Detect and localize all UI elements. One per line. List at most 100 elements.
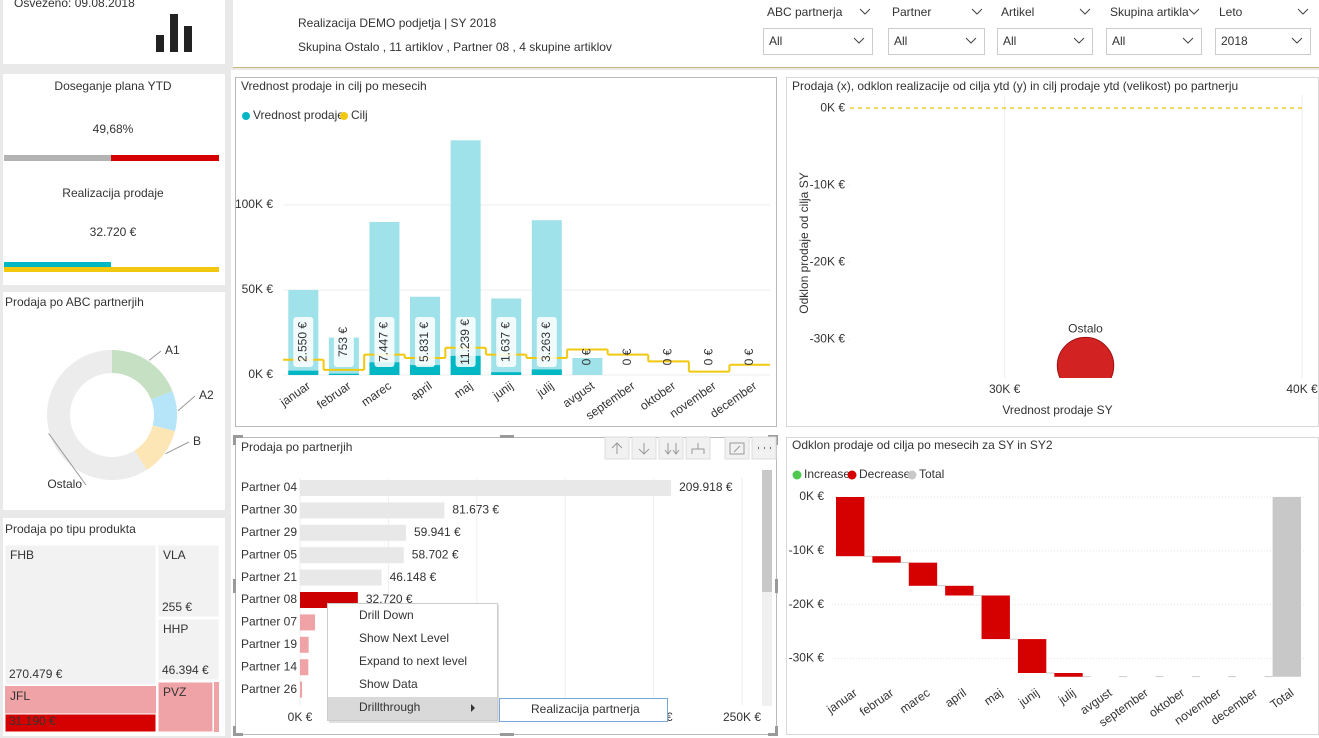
y-tick-label: 0K € [799, 489, 824, 503]
y-tick-label: Partner 21 [241, 570, 297, 584]
bar-highlight [531, 369, 562, 375]
data-label-box [455, 317, 476, 367]
slicer-dropdown[interactable] [997, 28, 1093, 55]
y-axis-title: Odklon prodaje od cilja SY [797, 172, 811, 313]
chart-title: Odklon prodaje od cilja po mesecih za SY… [792, 438, 1053, 452]
legend-marker [340, 112, 348, 120]
slicer-label: Leto [1219, 5, 1243, 19]
scrollbar-thumb[interactable] [762, 470, 772, 592]
chevron [1291, 37, 1303, 44]
waterfall-bar [836, 496, 865, 557]
slicer-label: Partner [892, 5, 931, 19]
bar[interactable] [300, 524, 406, 541]
chart-title: Prodaja po partnerjih [241, 440, 352, 454]
submenu-arrow [471, 704, 475, 712]
slicer-dropdown[interactable] [888, 28, 985, 55]
menu-item[interactable]: Expand to next level [359, 654, 467, 668]
y-tick-label: 100K € [235, 197, 273, 211]
bar-highlight [410, 365, 441, 375]
kpi-bar [111, 155, 219, 161]
leader-line [148, 350, 162, 361]
treemap-tile [5, 686, 156, 714]
legend-label: Increase [804, 467, 850, 481]
chevron [1073, 37, 1085, 44]
slicer-value: 2018 [1221, 34, 1248, 48]
slicer-dropdown[interactable] [1215, 28, 1311, 55]
kpi-card [3, 74, 225, 285]
treemap-tile [157, 681, 214, 733]
legend-label: Vrednost prodaje [253, 108, 344, 122]
slicer-dropdown[interactable] [1106, 28, 1202, 55]
donut-slice [112, 350, 173, 400]
y-tick-label: -10K € [810, 177, 846, 191]
y-tick-label: -20K € [789, 597, 825, 611]
menu-item[interactable]: Drillthrough [359, 700, 420, 714]
bar[interactable] [300, 614, 316, 631]
bar[interactable] [300, 480, 672, 496]
donut-slice [151, 391, 178, 432]
chevron [1297, 8, 1309, 15]
submenu-item[interactable]: Realizacija partnerja [531, 702, 640, 716]
slicer-dropdown[interactable] [763, 28, 873, 55]
menu-item[interactable]: Drill Down [359, 608, 414, 622]
icon [729, 442, 745, 455]
donut-slice [46, 350, 147, 480]
data-label: 32.720 € [366, 592, 413, 606]
leader-line [177, 395, 196, 412]
y-tick-label: Partner 08 [241, 592, 297, 606]
legend-marker [792, 470, 802, 480]
chart-title: Prodaja po ABC partnerjih [5, 295, 144, 309]
tile-label: FHB [10, 548, 34, 562]
y-tick-label: Partner 26 [241, 682, 297, 696]
data-label-box [496, 317, 517, 367]
x-tick-label: 40K € [1286, 382, 1318, 396]
waterfall-bar [908, 562, 938, 586]
bar[interactable] [300, 659, 309, 676]
focus-button[interactable] [724, 436, 750, 460]
x-axis-title: Vrednost prodaje SY [1002, 403, 1112, 417]
slice-label: B [193, 434, 201, 448]
chart-title: Prodaja (x), odklon realizacije od cilja… [792, 79, 1238, 93]
y-tick-label: Partner 14 [241, 659, 297, 673]
waterfall-panel [786, 437, 1319, 735]
chart-title: Prodaja po tipu produkta [5, 522, 136, 536]
chevron [1182, 37, 1194, 44]
legend-label: Total [919, 467, 944, 481]
legend-marker [847, 470, 857, 480]
bar[interactable] [300, 547, 404, 564]
bar[interactable] [300, 636, 309, 653]
scatter-point[interactable] [1056, 336, 1115, 393]
bar-highlight [288, 370, 319, 375]
bar-highlight [491, 372, 522, 375]
slicer-value: All [894, 34, 907, 48]
bar-total [572, 357, 603, 375]
waterfall-total [1272, 496, 1301, 677]
next-level-button[interactable] [658, 436, 684, 460]
y-tick-label: -10K € [789, 543, 825, 557]
legend-label: Decrease [859, 467, 911, 481]
bar[interactable] [300, 681, 303, 698]
menu-item[interactable]: Show Data [359, 677, 418, 691]
y-tick-label: 0K € [820, 100, 845, 114]
kpi-bar [4, 155, 111, 161]
bar[interactable] [300, 569, 382, 586]
menu-item[interactable]: Show Next Level [359, 631, 449, 645]
y-tick-label: Partner 29 [241, 525, 297, 539]
treemap-tile [157, 544, 220, 618]
data-label: 59.941 € [414, 525, 461, 539]
bar-highlight [328, 373, 359, 375]
menu-highlight [328, 697, 497, 720]
y-tick-label: -30K € [789, 651, 825, 665]
data-label: 46.148 € [390, 570, 437, 584]
data-label: 1.637 € [498, 322, 512, 362]
data-label: 58.702 € [412, 547, 459, 561]
data-label: 0 € [701, 348, 715, 365]
donut-slice [134, 425, 175, 470]
kpi-value: 49,68% [93, 122, 134, 136]
data-label: 2.550 € [295, 322, 309, 362]
bar[interactable] [300, 502, 445, 519]
legend-label: Cilj [351, 108, 368, 122]
selection-handles [233, 435, 778, 736]
